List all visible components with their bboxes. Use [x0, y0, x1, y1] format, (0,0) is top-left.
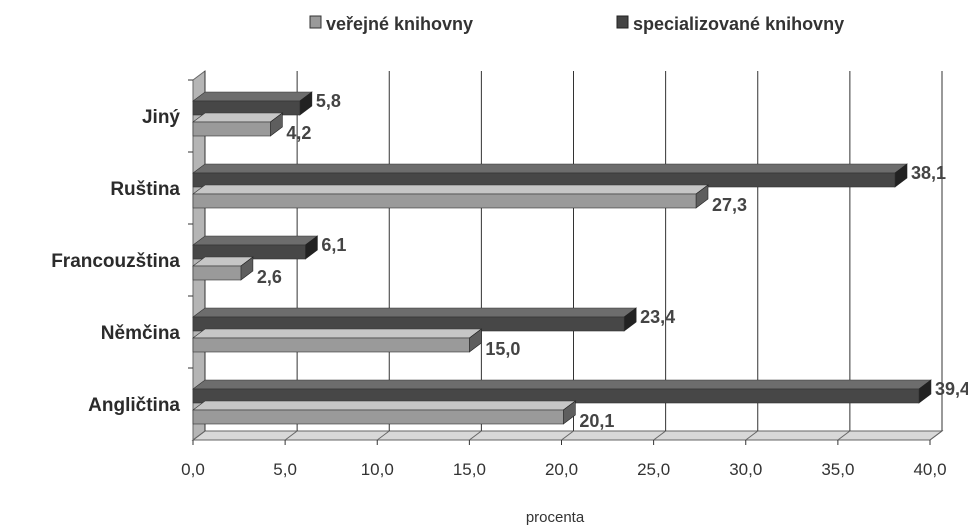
legend: veřejné knihovny specializované knihovny — [309, 14, 844, 34]
bar-verejne — [192, 265, 242, 281]
x-tick-label: 20,0 — [545, 460, 578, 479]
bar-specializovane-top — [192, 379, 932, 390]
x-tick-label: 5,0 — [273, 460, 297, 479]
bar-specializovane-top — [192, 163, 908, 174]
floor-gridline — [376, 430, 390, 441]
x-tick-label: 15,0 — [453, 460, 486, 479]
floor-gridline — [745, 430, 759, 441]
bar-verejne-top — [192, 328, 483, 339]
bar-specializovane-top — [192, 91, 313, 102]
floor-gridline — [561, 430, 574, 441]
bar-specializovane-top — [192, 307, 638, 318]
category-label: Jiný — [142, 107, 180, 128]
x-axis-label: procenta — [526, 509, 585, 526]
data-label: 23,4 — [640, 307, 675, 327]
x-tick-label: 25,0 — [637, 460, 670, 479]
plot-area: 0,0 5,0 10,0 15,0 20,0 25,0 30,0 35,0 40,0 Jiný 5,… — [51, 70, 968, 479]
bar-specializovane-top — [192, 235, 319, 246]
bar-verejne — [192, 409, 564, 425]
category-label: Francouzština — [51, 251, 180, 272]
data-label: 5,8 — [316, 91, 341, 111]
x-tick-label: 0,0 — [181, 460, 205, 479]
data-label: 2,6 — [257, 267, 282, 287]
data-label: 38,1 — [911, 163, 946, 183]
floor-gridline — [192, 430, 206, 441]
bar-verejne — [192, 337, 470, 353]
legend-label-specializovane: specializované knihovny — [633, 14, 844, 34]
x-tick-label: 10,0 — [361, 460, 394, 479]
x-tick-label: 30,0 — [729, 460, 762, 479]
data-label: 15,0 — [485, 339, 520, 359]
bar-verejne-top — [192, 112, 284, 123]
floor-gridline — [929, 430, 943, 441]
legend-swatch-specializovane — [616, 15, 629, 29]
x-tick-label: 40,0 — [913, 460, 946, 479]
category-label: Němčina — [101, 323, 181, 344]
floor-gridline — [837, 430, 851, 441]
bar-verejne — [192, 193, 697, 209]
floor-gridline — [469, 430, 482, 441]
category-label: Angličtina — [88, 395, 180, 416]
floor-gridline — [653, 430, 666, 441]
x-tick-label: 35,0 — [821, 460, 854, 479]
bar-verejne-top — [192, 400, 577, 411]
data-label: 39,4 — [935, 379, 968, 399]
bar-verejne — [192, 121, 271, 137]
data-label: 4,2 — [286, 123, 311, 143]
data-label: 6,1 — [321, 235, 346, 255]
data-label: 20,1 — [579, 411, 614, 431]
legend-swatch-verejne — [309, 15, 322, 29]
data-label: 27,3 — [712, 195, 747, 215]
legend-label-verejne: veřejné knihovny — [326, 14, 473, 34]
floor-gridline — [284, 430, 298, 441]
bar-verejne-top — [192, 184, 709, 195]
category-label: Ruština — [110, 179, 180, 200]
